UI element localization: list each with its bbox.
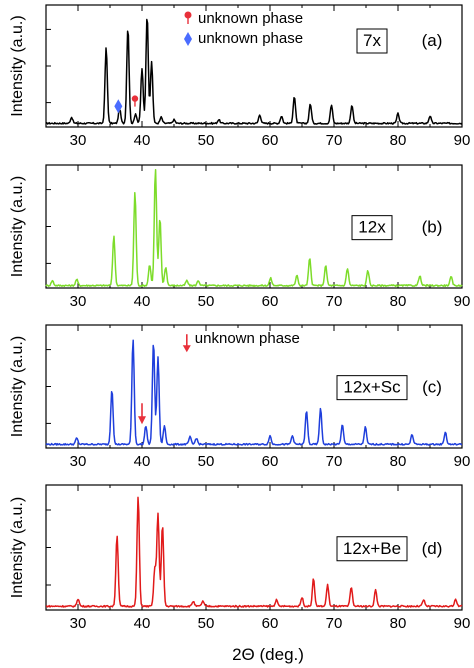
sample-label: 12x+Be — [343, 539, 401, 558]
legend-diamond-marker — [184, 32, 192, 46]
legend-label: unknown phase — [198, 30, 303, 47]
x-tick-label: 70 — [326, 615, 343, 632]
x-tick-label: 90 — [454, 453, 471, 470]
x-tick-label: 80 — [390, 293, 407, 310]
x-tick-label: 90 — [454, 293, 471, 310]
y-axis-label: Intensity (a.u.) — [9, 176, 26, 277]
x-tick-label: 90 — [454, 132, 471, 149]
peak-diamond-marker — [114, 99, 123, 114]
x-tick-label: 30 — [70, 453, 87, 470]
panel-a: 30 40 50 60 70 80 90 Intensity (a.u.) 7x (a) unkno… — [9, 4, 471, 149]
x-axis-label: 2Θ (deg.) — [232, 645, 304, 664]
x-tick-label: 60 — [262, 132, 279, 149]
sample-label: 7x — [363, 31, 381, 50]
peak-arrow-head — [138, 416, 146, 425]
series-line — [45, 496, 463, 608]
x-tick-label: 30 — [70, 132, 87, 149]
plot-frame — [45, 164, 463, 289]
x-tick-label: 60 — [262, 615, 279, 632]
note-label: unknown phase — [195, 330, 300, 347]
panel-b: 30 40 50 60 70 80 90 Intensity (a.u.) 12x (b) — [9, 164, 471, 310]
sample-label-box — [356, 28, 388, 54]
y-axis-label: Intensity (a.u.) — [9, 336, 26, 437]
x-tick-label: 40 — [134, 615, 151, 632]
y-axis-label: Intensity (a.u.) — [9, 15, 26, 116]
y-axis-label: Intensity (a.u.) — [9, 497, 26, 598]
x-tick-label: 70 — [326, 132, 343, 149]
panel-tag: (d) — [422, 539, 443, 558]
x-tick-label: 60 — [262, 293, 279, 310]
x-tick-label: 40 — [134, 453, 151, 470]
sample-label: 12x — [358, 218, 386, 237]
panel-tag: (b) — [422, 218, 443, 237]
panel-tag: (a) — [422, 31, 443, 50]
legend-pin-marker — [184, 11, 192, 19]
series-line — [45, 18, 463, 125]
panel-tag: (c) — [422, 378, 442, 397]
x-tick-label: 50 — [198, 453, 215, 470]
sample-label-box — [336, 536, 408, 562]
x-tick-label: 50 — [198, 132, 215, 149]
panels-group: 30 40 50 60 70 80 90 Intensity (a.u.) 7x (a) unkno… — [9, 4, 471, 632]
x-tick-label: 80 — [390, 615, 407, 632]
sample-label: 12x+Sc — [343, 378, 401, 397]
sample-label-box — [336, 375, 408, 401]
x-tick-label: 30 — [70, 615, 87, 632]
x-tick-label: 50 — [198, 615, 215, 632]
series-line — [45, 168, 463, 288]
x-tick-label: 80 — [390, 132, 407, 149]
panel-d: 30 40 50 60 70 80 90 Intensity (a.u.) 12x+Be (d) — [9, 484, 471, 632]
x-tick-label: 40 — [134, 132, 151, 149]
x-tick-label: 90 — [454, 615, 471, 632]
x-tick-label: 70 — [326, 453, 343, 470]
panel-c: 30 40 50 60 70 80 90 Intensity (a.u.) 12x+Sc (c) u… — [9, 324, 471, 470]
note-arrow-head — [182, 345, 191, 353]
x-tick-label: 60 — [262, 453, 279, 470]
x-tick-label: 30 — [70, 293, 87, 310]
sample-label-box — [351, 215, 393, 241]
x-tick-label: 50 — [198, 293, 215, 310]
x-tick-label: 40 — [134, 293, 151, 310]
x-tick-label: 80 — [390, 453, 407, 470]
series-line — [45, 339, 463, 446]
x-tick-label: 70 — [326, 293, 343, 310]
legend-label: unknown phase — [198, 10, 303, 27]
peak-pin-marker — [131, 95, 139, 102]
